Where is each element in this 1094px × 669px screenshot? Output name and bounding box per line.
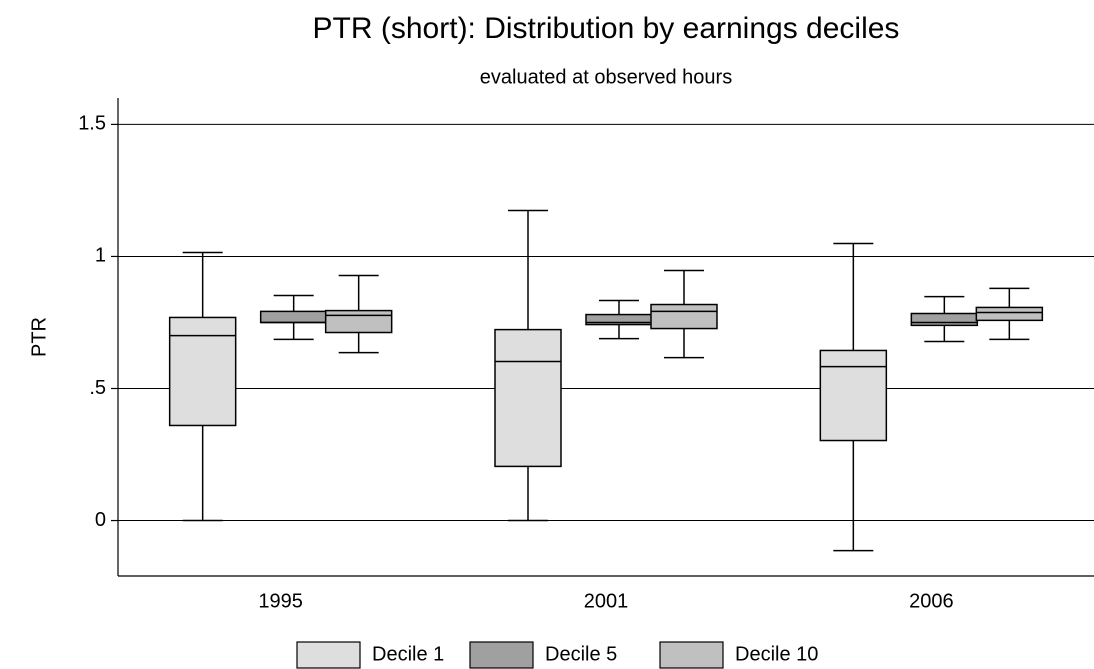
legend-swatch bbox=[296, 641, 361, 669]
legend-swatch bbox=[659, 641, 724, 669]
box bbox=[650, 303, 718, 330]
y-axis-label: PTR bbox=[28, 317, 50, 357]
box bbox=[168, 316, 237, 427]
box bbox=[324, 309, 393, 334]
y-tick-label: 1.5 bbox=[78, 113, 106, 135]
legend-label: Decile 5 bbox=[545, 643, 617, 665]
box bbox=[259, 310, 328, 324]
chart-title: PTR (short): Distribution by earnings de… bbox=[313, 12, 900, 45]
y-tick-label: .5 bbox=[89, 377, 106, 399]
x-tick-label: 2006 bbox=[909, 590, 954, 612]
chart-subtitle: evaluated at observed hours bbox=[480, 66, 732, 88]
x-tick-label: 2001 bbox=[584, 590, 629, 612]
y-tick-label: 1 bbox=[95, 245, 106, 267]
legend-label: Decile 1 bbox=[372, 643, 444, 665]
box bbox=[819, 349, 888, 442]
legend-label: Decile 10 bbox=[735, 643, 818, 665]
x-tick-label: 1995 bbox=[258, 590, 303, 612]
box bbox=[975, 306, 1044, 322]
box bbox=[494, 328, 562, 468]
legend-swatch bbox=[469, 641, 534, 669]
y-tick-label: 0 bbox=[95, 509, 106, 531]
box bbox=[910, 312, 979, 327]
